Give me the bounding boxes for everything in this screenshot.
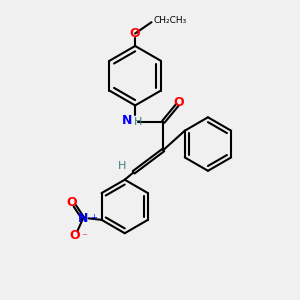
- Text: O: O: [69, 229, 80, 242]
- Text: H: H: [134, 117, 142, 128]
- Text: H: H: [118, 161, 126, 171]
- Text: O: O: [67, 196, 77, 209]
- Text: N: N: [78, 212, 88, 225]
- Text: O: O: [174, 96, 184, 109]
- Text: O: O: [130, 27, 140, 40]
- Text: N: N: [122, 114, 132, 127]
- Text: +: +: [90, 213, 97, 222]
- Text: ⁻: ⁻: [81, 232, 87, 242]
- Text: CH₂CH₃: CH₂CH₃: [154, 16, 187, 25]
